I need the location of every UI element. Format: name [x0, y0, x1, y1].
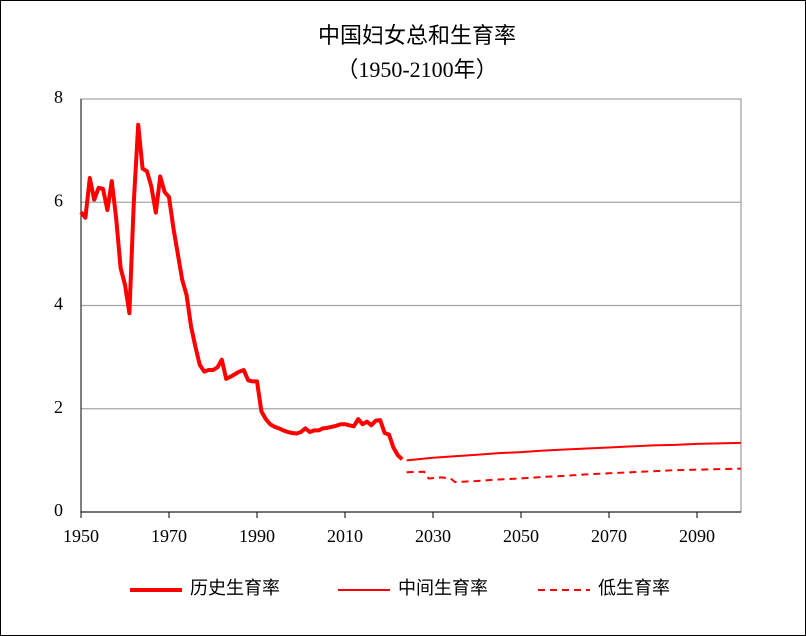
legend-label: 中间生育率 [398, 578, 488, 598]
x-tick-label: 1970 [151, 526, 187, 546]
y-tick-label: 4 [54, 294, 63, 314]
x-tick-label: 2030 [415, 526, 451, 546]
series-line [406, 467, 742, 484]
series-line [79, 122, 404, 461]
y-tick-label: 6 [54, 190, 63, 210]
legend-label: 历史生育率 [190, 578, 280, 598]
x-tick-label: 1950 [63, 526, 99, 546]
x-tick-label: 2070 [591, 526, 627, 546]
y-tick-label: 2 [54, 397, 63, 417]
x-tick-label: 2090 [679, 526, 715, 546]
y-tick-label: 8 [54, 87, 63, 107]
x-tick-label: 2050 [503, 526, 539, 546]
legend-label: 低生育率 [598, 578, 670, 598]
x-tick-label: 1990 [239, 526, 275, 546]
chart-subtitle: （1950-2100年） [336, 57, 497, 82]
series-line [406, 441, 742, 462]
chart-title: 中国妇女总和生育率 [318, 23, 516, 48]
x-tick-label: 2010 [327, 526, 363, 546]
y-tick-label: 0 [54, 500, 63, 520]
